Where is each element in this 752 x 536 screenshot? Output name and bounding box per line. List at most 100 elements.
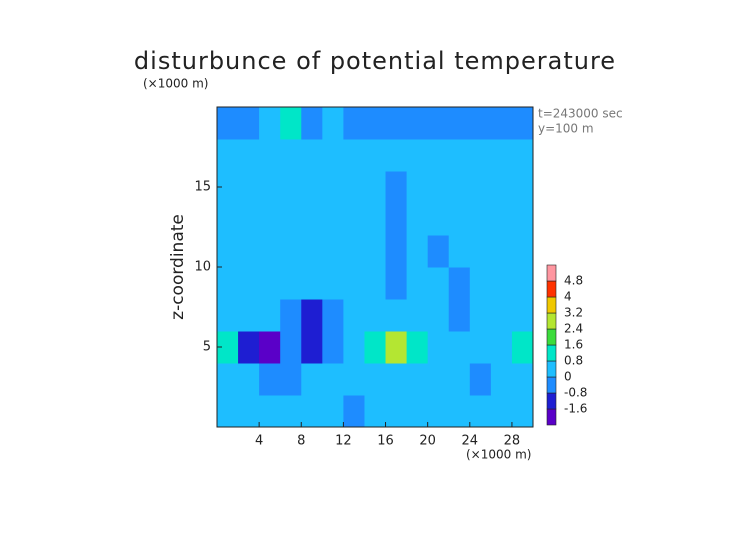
cell xyxy=(259,395,281,428)
x-tick-label: 12 xyxy=(335,434,352,449)
cell xyxy=(448,139,471,172)
cell xyxy=(469,139,492,172)
cell xyxy=(364,299,387,332)
cell xyxy=(385,139,408,172)
cell xyxy=(322,299,344,332)
cell xyxy=(322,395,344,428)
cell xyxy=(280,395,302,428)
cell xyxy=(217,203,239,236)
cell xyxy=(238,395,260,428)
cell xyxy=(322,235,344,268)
cell xyxy=(448,267,471,300)
cell xyxy=(511,139,534,172)
cell xyxy=(511,363,534,396)
cell xyxy=(238,171,260,204)
cell xyxy=(490,331,513,364)
cell xyxy=(469,203,492,236)
colorbar-label: -0.8 xyxy=(564,386,587,400)
cell xyxy=(427,299,450,332)
cell xyxy=(343,363,365,396)
cell xyxy=(217,171,239,204)
cell xyxy=(322,139,344,172)
colorbar-label: 1.6 xyxy=(564,338,583,352)
cell xyxy=(322,171,344,204)
cell xyxy=(490,203,513,236)
cell xyxy=(511,267,534,300)
colorbar-box xyxy=(546,392,557,410)
cell xyxy=(217,299,239,332)
cell xyxy=(238,299,260,332)
colorbar-label: 4.8 xyxy=(564,274,583,288)
cell xyxy=(490,299,513,332)
x-tick-label: 24 xyxy=(462,434,479,449)
cell xyxy=(385,203,408,236)
cell xyxy=(448,107,471,140)
cell xyxy=(217,267,239,300)
colorbar-box xyxy=(546,328,557,346)
cell xyxy=(490,171,513,204)
cell xyxy=(406,267,429,300)
cell xyxy=(511,171,534,204)
cell xyxy=(364,235,387,268)
x-unit: (×1000 m) xyxy=(466,448,531,462)
cell xyxy=(511,395,534,428)
chart-title: disturbunce of potential temperature xyxy=(134,47,616,75)
cell xyxy=(469,299,492,332)
cell xyxy=(469,331,492,364)
cell xyxy=(406,395,429,428)
cell xyxy=(406,331,429,364)
cell xyxy=(280,267,302,300)
cell xyxy=(427,331,450,364)
cell xyxy=(490,235,513,268)
field xyxy=(217,107,534,428)
cell xyxy=(364,203,387,236)
cell xyxy=(280,107,302,140)
cell xyxy=(406,299,429,332)
cell xyxy=(322,363,344,396)
cell xyxy=(406,235,429,268)
cell xyxy=(469,267,492,300)
cell xyxy=(406,171,429,204)
cell xyxy=(259,299,281,332)
cell xyxy=(322,267,344,300)
cell xyxy=(280,235,302,268)
cell xyxy=(301,139,323,172)
cell xyxy=(427,171,450,204)
cell xyxy=(217,107,239,140)
cell xyxy=(406,107,429,140)
cell xyxy=(280,139,302,172)
cell xyxy=(406,139,429,172)
cell xyxy=(406,363,429,396)
cell xyxy=(490,267,513,300)
cell xyxy=(364,107,387,140)
x-tick-label: 20 xyxy=(419,434,436,449)
cell xyxy=(322,107,344,140)
cell xyxy=(364,331,387,364)
cell xyxy=(301,107,323,140)
cell xyxy=(217,331,239,364)
colorbar-label: -1.6 xyxy=(564,402,587,416)
cell xyxy=(259,267,281,300)
cell xyxy=(448,299,471,332)
cell xyxy=(217,139,239,172)
cell xyxy=(238,235,260,268)
cell xyxy=(406,203,429,236)
cell xyxy=(427,395,450,428)
cell xyxy=(343,203,365,236)
colorbar-box xyxy=(546,344,557,362)
cell xyxy=(238,203,260,236)
cell xyxy=(280,331,302,364)
cell xyxy=(364,171,387,204)
cell xyxy=(217,363,239,396)
cell xyxy=(259,235,281,268)
cell xyxy=(259,363,281,396)
cell xyxy=(259,171,281,204)
cell xyxy=(364,139,387,172)
cell xyxy=(343,235,365,268)
cell xyxy=(280,171,302,204)
colorbar-box xyxy=(546,296,557,314)
cell xyxy=(238,267,260,300)
x-tick-label: 28 xyxy=(504,434,521,449)
